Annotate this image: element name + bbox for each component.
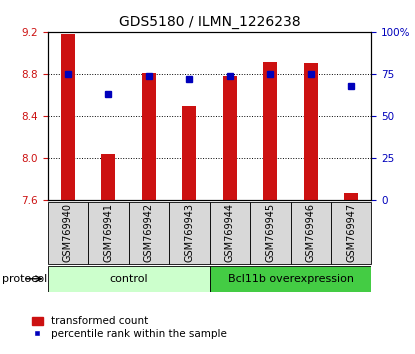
Text: GSM769947: GSM769947 — [346, 203, 356, 262]
Bar — [331, 202, 371, 264]
Bar — [169, 202, 210, 264]
Bar — [61, 34, 75, 200]
Text: GSM769944: GSM769944 — [225, 203, 235, 262]
Text: GSM769943: GSM769943 — [184, 203, 194, 262]
Bar — [129, 202, 169, 264]
Title: GDS5180 / ILMN_1226238: GDS5180 / ILMN_1226238 — [119, 16, 300, 29]
Text: control: control — [109, 274, 148, 284]
Bar — [182, 107, 196, 200]
Bar — [142, 73, 156, 200]
Bar — [101, 154, 115, 200]
Bar — [210, 202, 250, 264]
Bar — [210, 266, 371, 292]
Text: protocol: protocol — [2, 274, 47, 284]
Text: GSM769942: GSM769942 — [144, 203, 154, 262]
Text: GSM769945: GSM769945 — [265, 203, 275, 262]
Bar — [88, 202, 129, 264]
Bar — [304, 63, 318, 200]
Bar — [223, 76, 237, 200]
Text: GSM769946: GSM769946 — [306, 203, 316, 262]
Text: GSM769941: GSM769941 — [103, 203, 113, 262]
Bar — [290, 202, 331, 264]
Text: GSM769940: GSM769940 — [63, 203, 73, 262]
Bar — [48, 266, 210, 292]
Bar — [344, 193, 358, 200]
Text: Bcl11b overexpression: Bcl11b overexpression — [227, 274, 354, 284]
Bar — [250, 202, 290, 264]
Bar — [48, 202, 88, 264]
Legend: transformed count, percentile rank within the sample: transformed count, percentile rank withi… — [32, 316, 227, 339]
Bar — [263, 62, 277, 200]
